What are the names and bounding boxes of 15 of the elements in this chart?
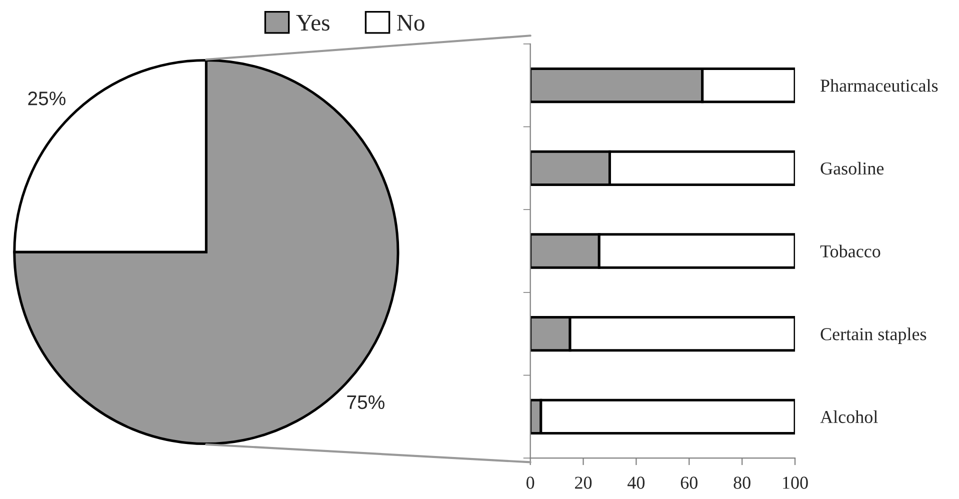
x-tick-label: 40 <box>628 476 645 489</box>
legend-label: No <box>397 14 424 31</box>
y-tick-label: Alcohol <box>820 410 878 424</box>
y-tick-label: Pharmaceuticals <box>820 79 938 92</box>
x-tick-label: 60 <box>680 476 698 489</box>
x-tick-label: 80 <box>734 476 750 489</box>
legend-label: Yes <box>296 14 330 31</box>
x-tick-label: 0 <box>526 476 534 489</box>
y-tick-label: Gasoline <box>820 162 884 175</box>
y-tick-label: Certain staples <box>820 328 926 344</box>
x-tick-label: 100 <box>783 476 808 489</box>
x-tick-label: 20 <box>575 476 592 489</box>
y-tick-label: Tobacco <box>820 244 880 258</box>
data-label: 25% <box>28 92 66 106</box>
data-label: 75% <box>347 395 384 410</box>
